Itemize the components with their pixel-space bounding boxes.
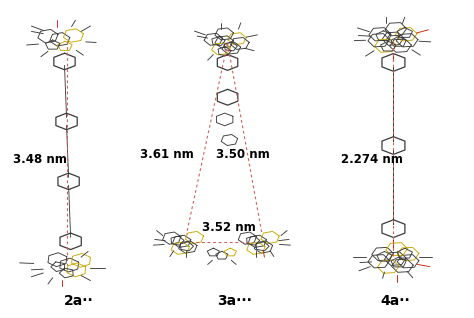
Text: 4a··: 4a·· (381, 294, 410, 308)
Text: 3.48 nm: 3.48 nm (12, 153, 66, 165)
Text: 3a···: 3a··· (217, 294, 252, 308)
Text: 3.61 nm: 3.61 nm (140, 148, 194, 161)
Text: 2a··: 2a·· (64, 294, 93, 308)
Text: 2.274 nm: 2.274 nm (341, 153, 403, 165)
Text: 3.50 nm: 3.50 nm (216, 148, 270, 161)
Text: 3.52 nm: 3.52 nm (201, 221, 255, 234)
